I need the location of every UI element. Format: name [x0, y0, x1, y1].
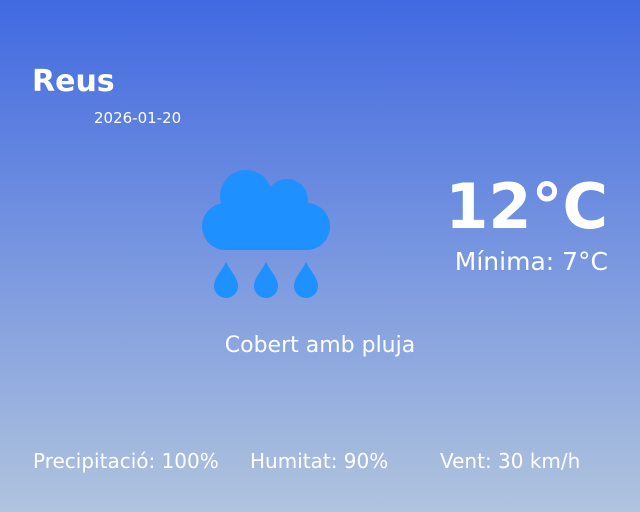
forecast-date: 2026-01-20: [94, 109, 182, 127]
current-temperature: 12°C: [445, 170, 608, 243]
humidity-stat: Humitat: 90%: [250, 449, 389, 473]
city-name: Reus: [32, 64, 115, 99]
weather-condition: Cobert amb pluja: [224, 333, 416, 358]
minimum-temperature: Mínima: 7°C: [454, 247, 608, 276]
wind-stat: Vent: 30 km/h: [440, 449, 581, 473]
cloud-rain-icon: [200, 168, 340, 307]
precipitation-stat: Precipitació: 100%: [33, 449, 219, 473]
